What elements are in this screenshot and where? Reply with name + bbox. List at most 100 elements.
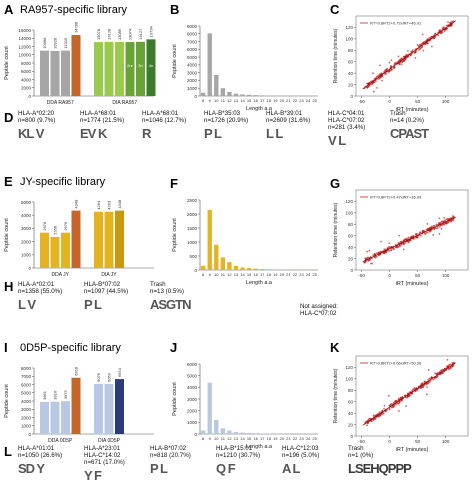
scatter-point (414, 50, 417, 53)
y-axis-title: Retention time (minutes) (333, 368, 339, 423)
bar-inner-label: 4n (149, 63, 153, 68)
scatter-point (398, 410, 400, 412)
y-axis-title: Peptide count (4, 218, 10, 252)
bar (220, 428, 226, 434)
x-tick-label: 24 (306, 272, 311, 277)
sequence-logo-icon: L V (18, 297, 36, 312)
y-tick-label: 6000 (21, 382, 32, 387)
chart-g-retention-time: -50 0 50 100 0 20 40 60 80 100 120 iRT (minutes) Ret… (333, 189, 469, 287)
scatter-point (434, 32, 437, 35)
scatter-point (414, 56, 417, 59)
bar-value-label: 4348 (74, 199, 79, 209)
y-tick-label: 2000 (187, 78, 198, 83)
bar (214, 244, 219, 270)
x-tick-label: 50 (415, 99, 421, 104)
bar (220, 88, 226, 96)
scatter-point (451, 365, 454, 368)
scatter-point (409, 54, 412, 57)
allele-name: HLA-A*02:20 (18, 110, 55, 117)
y-axis-title: Peptide count (4, 384, 10, 418)
allele-label: HLA-C*12:03 n=196 (5.0%) (282, 445, 319, 459)
y-tick-label: 20 (348, 82, 354, 87)
x-tick-label: 11 (221, 98, 226, 103)
x-tick-label: 9 (209, 436, 212, 441)
x-tick-label: 12 (227, 98, 232, 103)
fit-line (362, 20, 456, 90)
allele-name: HLA-B*07:02 (84, 281, 121, 288)
scatter-point (421, 230, 424, 232)
bar (240, 267, 245, 270)
y-tick-label: 0 (350, 94, 353, 99)
bar (61, 50, 70, 96)
x-tick-label: 8 (202, 98, 205, 103)
scatter-point (379, 253, 382, 256)
scatter-point (388, 61, 391, 64)
x-tick-label: 15 (247, 98, 252, 103)
bar (136, 41, 145, 96)
allele-count: n=196 (5.0%) (282, 452, 320, 459)
bar-value-label: 13074 (128, 28, 133, 40)
scatter-point (399, 244, 402, 247)
y-tick-label: 8000 (21, 366, 32, 371)
scatter-point (387, 394, 390, 397)
scatter-point (443, 220, 446, 222)
bar (40, 401, 49, 434)
scatter-point (392, 401, 395, 404)
bar (253, 433, 258, 434)
x-tick-label: 24 (306, 98, 311, 103)
scatter-point (377, 75, 379, 77)
bar (201, 265, 206, 270)
scatter-point (439, 222, 442, 225)
x-tick-label: 23 (299, 272, 304, 277)
allele-count: n=1726 (20.9%) (204, 117, 249, 124)
x-tick-label: 21 (286, 436, 291, 441)
y-tick-label: 9000 (187, 24, 198, 29)
x-axis-title: Length a.a (246, 444, 273, 450)
scatter-point (368, 417, 371, 420)
bar (240, 432, 245, 434)
scatter-point (420, 46, 423, 49)
scatter-point (426, 386, 429, 389)
scatter-point (391, 406, 394, 409)
x-tick-label: 9 (209, 98, 212, 103)
y-tick-label: 1000 (187, 86, 198, 91)
x-tick-label: 18 (267, 272, 272, 277)
y-tick-label: 80 (348, 222, 354, 227)
x-tick-label: 23 (299, 436, 304, 441)
y-tick-label: 0 (350, 434, 353, 439)
y-tick-label: 2000 (187, 408, 198, 413)
y-axis-title: Peptide count (172, 382, 178, 416)
x-axis-title: Length a.a (246, 280, 273, 286)
allele-count: n=1050 (26.6%) (18, 452, 63, 459)
scatter-point (445, 27, 448, 30)
bar (201, 92, 206, 96)
y-tick-label: 5000 (187, 373, 198, 378)
panel-label-d: D (4, 110, 14, 125)
scatter-point (416, 44, 419, 46)
scatter-point (441, 368, 444, 371)
bar (115, 379, 124, 434)
x-tick-label: 16 (253, 98, 258, 103)
scatter-point (423, 40, 426, 43)
y-tick-label: 40 (348, 71, 354, 76)
scatter-point (372, 72, 374, 75)
x-axis-title: iRT (minutes) (396, 447, 429, 453)
bar-inner-label: 3n (138, 63, 142, 68)
fit-line (362, 362, 456, 426)
x-tick-label: 17 (260, 272, 265, 277)
allele-label: HLA-B*39:01 n=2609 (31.6%) (266, 110, 310, 124)
bar-value-label: 10928 (53, 37, 58, 49)
x-tick-label: 17 (260, 436, 265, 441)
title-jy: JY-specific library (20, 176, 106, 188)
allele-label: HLA-A*01:01 n=1050 (26.6%) (18, 445, 62, 459)
bar (50, 236, 60, 268)
scatter-point (375, 76, 377, 79)
y-tick-label: 2000 (21, 415, 32, 420)
y-tick-label: 2000 (187, 212, 198, 217)
allele-label: Trash n=1 (0%) (348, 445, 373, 459)
x-tick-label: 20 (280, 272, 285, 277)
x-tick-label: 16 (253, 436, 258, 441)
x-tick-label: 20 (280, 436, 285, 441)
scatter-point (402, 242, 405, 245)
scatter-point (400, 63, 403, 66)
